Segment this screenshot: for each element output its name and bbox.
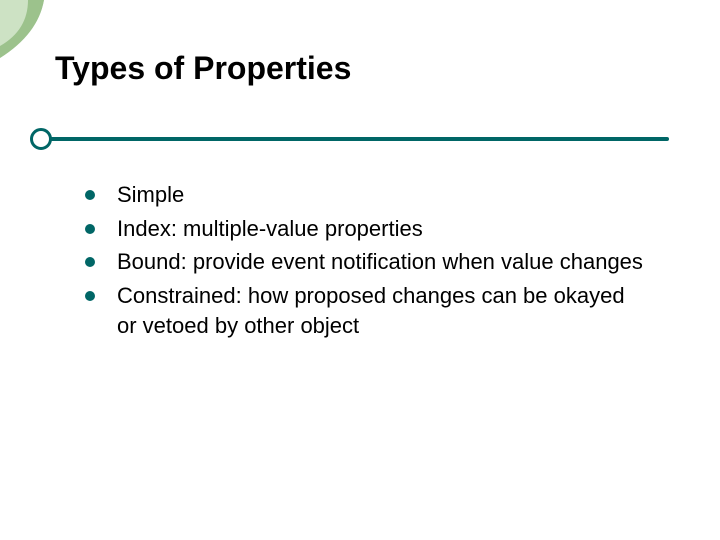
bullet-icon (85, 257, 95, 267)
list-item: Constrained: how proposed changes can be… (85, 281, 645, 340)
list-item: Simple (85, 180, 645, 210)
bullet-text: Bound: provide event notification when v… (117, 247, 645, 277)
body-block: Simple Index: multiple-value properties … (85, 180, 645, 344)
divider-circle (30, 128, 52, 150)
bullet-text: Constrained: how proposed changes can be… (117, 281, 645, 340)
list-item: Bound: provide event notification when v… (85, 247, 645, 277)
bullet-text: Index: multiple-value properties (117, 214, 645, 244)
corner-decoration (0, 0, 48, 62)
list-item: Index: multiple-value properties (85, 214, 645, 244)
slide-title: Types of Properties (55, 50, 351, 87)
title-block: Types of Properties (55, 50, 351, 87)
bullet-icon (85, 190, 95, 200)
bullet-text: Simple (117, 180, 645, 210)
bullet-icon (85, 224, 95, 234)
title-divider (30, 128, 670, 150)
bullet-icon (85, 291, 95, 301)
divider-line (41, 137, 669, 141)
slide: Types of Properties Simple Index: multip… (0, 0, 720, 540)
